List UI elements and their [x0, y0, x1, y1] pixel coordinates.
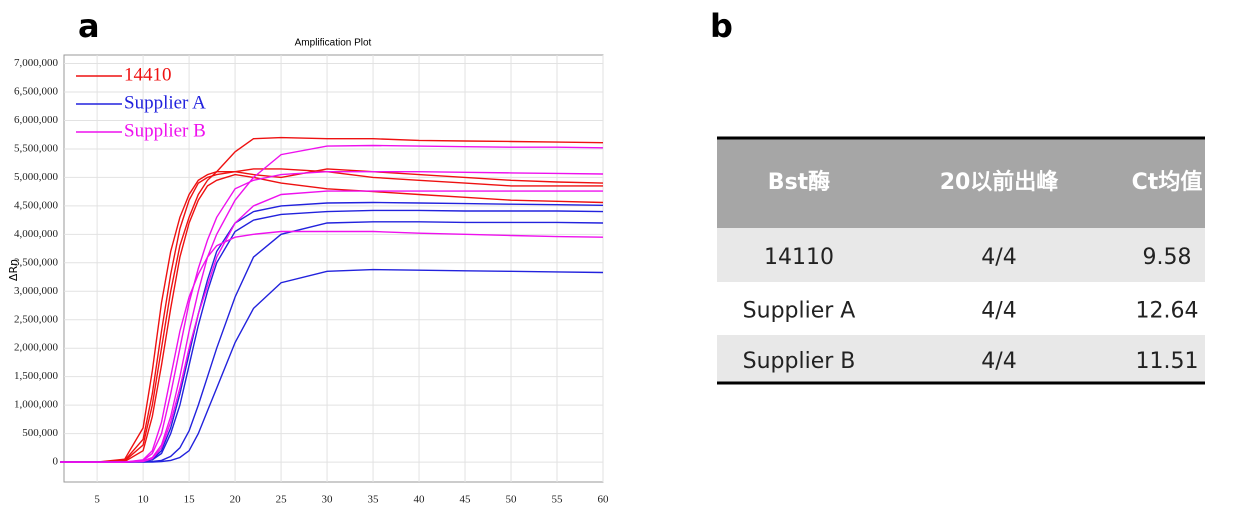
y-tick-label: 4,000,000: [14, 228, 59, 240]
amplification-curve: [60, 190, 603, 463]
amplification-curve: [60, 268, 604, 463]
table-cell: 4/4: [981, 245, 1016, 270]
table-cell: 4/4: [981, 299, 1016, 324]
x-tick-label: 10: [138, 494, 150, 506]
table-row-bg: [717, 228, 1205, 282]
y-tick-label: 4,500,000: [14, 199, 59, 211]
y-tick-label: 1,500,000: [14, 370, 59, 382]
y-tick-label: 2,500,000: [14, 313, 59, 325]
x-tick-label: 45: [460, 494, 472, 506]
x-tick-label: 5: [94, 494, 100, 506]
table-cell: 11.51: [1136, 349, 1199, 374]
amplification-curve: [60, 209, 604, 463]
amplification-curve: [60, 173, 604, 463]
y-tick-label: 5,000,000: [14, 171, 59, 183]
chart-title: Amplification Plot: [295, 38, 372, 49]
y-tick-label: 6,500,000: [14, 86, 59, 98]
y-tick-label: 1,000,000: [14, 399, 59, 411]
x-tick-label: 30: [322, 494, 334, 506]
table-cell: 4/4: [981, 349, 1016, 374]
y-tick-label: 5,500,000: [14, 142, 59, 154]
panel-label: a: [78, 7, 100, 45]
legend-label: Supplier B: [124, 120, 206, 141]
x-tick-label: 40: [414, 494, 426, 506]
y-tick-label: 3,000,000: [14, 285, 59, 297]
amplification-curve: [60, 230, 604, 463]
table-row-bg: [717, 335, 1205, 383]
table-cell: Supplier A: [743, 299, 856, 324]
table-cell: Supplier B: [743, 349, 856, 374]
y-tick-label: 2,000,000: [14, 342, 59, 354]
x-tick-label: 20: [230, 494, 242, 506]
y-tick-label: 3,500,000: [14, 256, 59, 268]
x-tick-label: 55: [552, 494, 564, 506]
legend-label: Supplier A: [124, 92, 206, 113]
y-tick-label: 0: [53, 456, 59, 468]
table-cell: 12.64: [1136, 299, 1199, 324]
panel-label: b: [710, 7, 733, 45]
y-tick-label: 6,000,000: [14, 114, 59, 126]
amplification-curve: [60, 144, 604, 463]
x-tick-label: 35: [368, 494, 380, 506]
amplification-curve: [60, 201, 604, 463]
amplification-curve: [60, 168, 603, 463]
y-tick-label: 7,000,000: [14, 57, 59, 69]
table-header-bg: [717, 138, 1205, 228]
x-tick-label: 25: [276, 494, 288, 506]
table-header-cell: Bst酶: [768, 170, 830, 195]
amplification-curve: [60, 221, 604, 463]
table-cell: 9.58: [1143, 245, 1192, 270]
table-header-cell: 20以前出峰: [940, 169, 1060, 195]
table-cell: 14110: [764, 245, 834, 270]
x-tick-label: 15: [184, 494, 196, 506]
x-tick-label: 60: [598, 494, 610, 506]
y-axis-label: ΔRn: [7, 259, 20, 281]
amplification-curve: [60, 170, 604, 463]
y-tick-label: 500,000: [22, 427, 58, 439]
table-header-cell: Ct均值: [1132, 169, 1203, 195]
legend-label: 14410: [124, 64, 172, 85]
amplification-curve: [60, 168, 604, 463]
x-tick-label: 50: [506, 494, 518, 506]
